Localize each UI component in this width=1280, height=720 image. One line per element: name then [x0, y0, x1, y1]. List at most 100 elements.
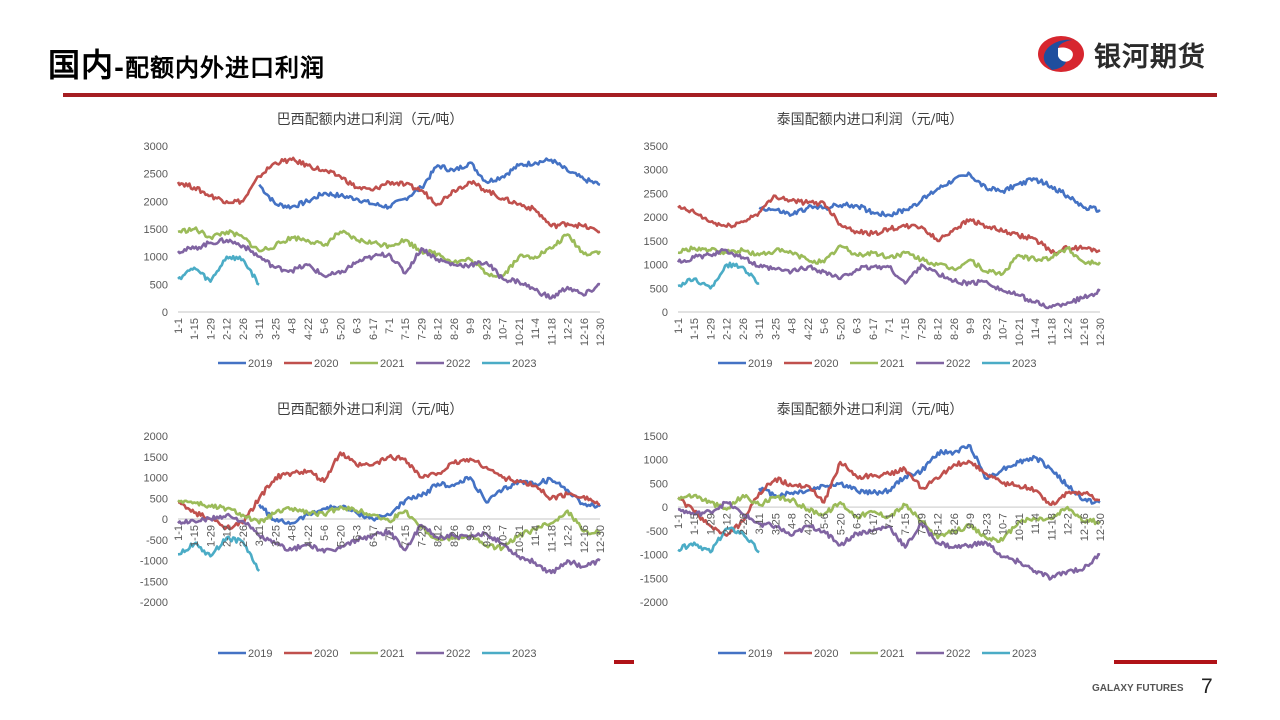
x-tick-label: 8-12	[433, 525, 445, 547]
chart-svg: 巴西配额外进口利润（元/吨） -2000 -1500 -1000 -500 0 500 100…	[140, 402, 607, 660]
x-tick-label: 2-26	[738, 318, 750, 340]
x-tick-label: 3-25	[270, 525, 282, 547]
x-tick-label: 9-23	[981, 513, 993, 535]
x-tick-label: 2-12	[222, 318, 234, 340]
x-tick-label: 9-9	[465, 318, 477, 334]
x-tick-label: 8-26	[449, 525, 461, 547]
x-tick-label: 2-26	[238, 525, 250, 547]
x-tick-label: 6-17	[368, 525, 380, 547]
x-tick-label: 6-3	[852, 318, 864, 334]
series-line-2023	[177, 535, 261, 572]
y-tick-label: 0	[162, 514, 168, 526]
x-tick-label: 6-3	[352, 525, 364, 541]
series-line-2021	[177, 499, 602, 552]
x-tick-label: 8-26	[949, 513, 961, 535]
page-number: 7	[1201, 675, 1213, 698]
x-tick-label: 1-29	[705, 513, 717, 535]
series-line-2020	[176, 156, 601, 234]
x-tick-label: 7-29	[916, 318, 928, 340]
y-tick-label: -1500	[140, 576, 168, 588]
series-line-2022	[676, 248, 1101, 310]
x-tick-label: 11-4	[530, 525, 542, 546]
x-tick-label: 7-1	[884, 318, 896, 334]
chart-svg: 巴西配额内进口利润（元/吨） 0 500 1000 1500 2000 2500 3000 1-…	[144, 112, 607, 370]
series-line-2019	[258, 157, 601, 210]
x-tick-label: 1-29	[705, 318, 717, 340]
series-line-2022	[177, 512, 601, 575]
x-tick-label: 12-30	[595, 318, 607, 346]
x-tick-label: 7-29	[416, 525, 428, 547]
y-tick-label: 1500	[644, 431, 668, 443]
x-tick-label: 12-2	[563, 525, 575, 547]
x-tick-label: 11-4	[1030, 513, 1042, 534]
x-tick-label: 7-1	[884, 513, 896, 529]
legend-label: 2023	[1012, 648, 1036, 660]
y-tick-label: 1500	[644, 236, 668, 248]
legend-label: 2019	[748, 648, 772, 660]
x-tick-label: 2-12	[722, 318, 734, 340]
x-tick-label: 4-22	[803, 318, 815, 340]
legend-label: 2022	[446, 648, 470, 660]
series-line-2023	[677, 261, 760, 290]
x-tick-label: 7-1	[384, 525, 396, 541]
x-tick-label: 12-30	[1095, 318, 1107, 346]
y-tick-label: 3000	[644, 165, 668, 177]
x-tick-label: 7-15	[900, 513, 912, 535]
x-tick-label: 7-1	[384, 318, 396, 334]
y-tick-label: 500	[150, 493, 168, 505]
y-tick-label: 2000	[644, 212, 668, 224]
x-tick-label: 4-8	[287, 525, 299, 541]
series-line-2020	[677, 194, 1101, 255]
legend-label: 2022	[446, 358, 470, 370]
x-tick-label: 4-22	[303, 318, 315, 340]
x-tick-label: 1-15	[189, 525, 201, 547]
y-tick-label: 1500	[144, 224, 168, 236]
x-tick-label: 7-29	[416, 318, 428, 340]
legend-label: 2022	[946, 648, 970, 660]
legend-label: 2020	[314, 648, 338, 660]
x-tick-label: 1-1	[673, 318, 685, 334]
galaxy-logo-icon	[1038, 36, 1084, 72]
x-tick-label: 3-11	[254, 318, 266, 339]
chart-brazil-in-quota: 巴西配额内进口利润（元/吨） 0 500 1000 1500 2000 2500 3000 1-…	[130, 100, 610, 385]
page-title-sub: -配额内外进口利润	[114, 54, 325, 82]
x-tick-label: 3-11	[754, 318, 766, 339]
brand-name: 银河期货	[1094, 41, 1206, 73]
x-tick-label: 7-15	[400, 318, 412, 340]
x-tick-label: 11-4	[1030, 318, 1042, 339]
y-tick-label: 2500	[144, 169, 168, 181]
x-tick-label: 3-25	[270, 318, 282, 340]
x-tick-label: 10-21	[1014, 513, 1026, 541]
page-title: 国内-配额内外进口利润	[48, 40, 325, 86]
x-tick-label: 5-6	[319, 525, 331, 541]
y-tick-label: -1000	[640, 550, 668, 562]
series-line-2020	[677, 459, 1100, 537]
chart-brazil-out-quota: 巴西配额外进口利润（元/吨） -2000 -1500 -1000 -500 0 500 100…	[130, 390, 610, 675]
page-title-main: 国内	[48, 46, 115, 84]
x-tick-label: 3-25	[770, 513, 782, 535]
chart-title: 巴西配额外进口利润（元/吨）	[277, 402, 464, 418]
chart-title: 巴西配额内进口利润（元/吨）	[277, 112, 464, 128]
x-tick-label: 9-23	[481, 318, 493, 340]
x-tick-label: 12-16	[1079, 513, 1091, 541]
series-line-2021	[177, 226, 602, 278]
y-tick-label: 3500	[644, 141, 668, 153]
y-tick-label: 500	[650, 478, 668, 490]
y-tick-label: 0	[662, 307, 668, 319]
x-tick-label: 4-22	[303, 525, 315, 547]
y-tick-label: 1000	[644, 260, 668, 272]
x-tick-label: 10-21	[514, 525, 526, 553]
chart-title: 泰国配额外进口利润（元/吨）	[777, 402, 964, 418]
y-tick-label: 500	[150, 279, 168, 291]
header-divider	[63, 93, 1217, 97]
x-tick-label: 8-26	[949, 318, 961, 340]
x-tick-label: 7-15	[400, 525, 412, 547]
x-tick-label: 5-6	[319, 318, 331, 334]
y-tick-label: 2000	[144, 431, 168, 443]
legend-label: 2023	[512, 648, 536, 660]
x-tick-label: 12-30	[595, 525, 607, 553]
x-tick-label: 10-21	[1014, 318, 1026, 346]
series-line-2020	[177, 451, 601, 531]
y-tick-label: -1000	[140, 556, 168, 568]
x-tick-label: 11-18	[1046, 318, 1058, 345]
